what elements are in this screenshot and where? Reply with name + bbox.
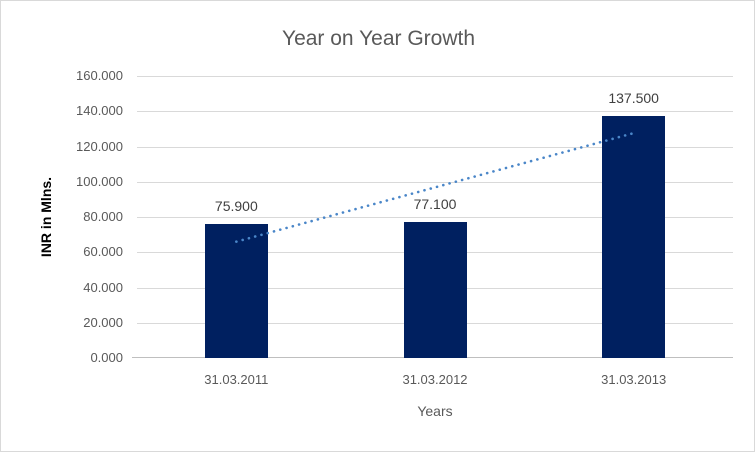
y-tick-label: 160.000	[76, 68, 123, 83]
gridline	[137, 111, 733, 113]
x-tick-label: 31.03.2011	[204, 372, 269, 387]
x-tick-label: 31.03.2012	[402, 372, 468, 387]
y-tick-label: 40.000	[83, 279, 123, 295]
x-tick-label: 31.03.2013	[601, 372, 667, 387]
trendline-layer	[235, 131, 635, 243]
bar-31.03.2011	[204, 224, 268, 358]
trendline	[235, 131, 635, 243]
x-axis-title: Years	[417, 403, 453, 419]
gridline	[137, 146, 733, 148]
chart-title: Year on Year Growth	[281, 27, 476, 50]
y-tick-label: 60.000	[83, 244, 123, 260]
y-tick-label: 140.000	[76, 103, 123, 119]
gridline	[137, 217, 733, 218]
gridline	[137, 76, 733, 77]
y-tick-label: 100.000	[76, 173, 123, 189]
y-tick-label: 20.000	[83, 314, 123, 330]
x-axis-ticks: 31.03.2011 31.03.2012 31.03.2013	[137, 372, 733, 390]
bar-31.03.2013	[602, 115, 666, 358]
gridline	[137, 181, 733, 183]
plot-area: 75.900 77.100 137.500	[132, 76, 733, 358]
y-tick-label: 0.000	[90, 350, 123, 365]
bar-31.03.2012	[403, 222, 467, 358]
y-tick-label: 120.000	[76, 138, 123, 154]
data-label: 77.100	[413, 196, 457, 213]
y-tick-label: 80.000	[83, 209, 123, 224]
data-label: 137.500	[608, 89, 659, 106]
y-axis-ticks: 0.000 20.000 40.000 60.000 80.000 100.000 120.…	[1, 68, 123, 365]
data-label: 75.900	[214, 198, 258, 215]
